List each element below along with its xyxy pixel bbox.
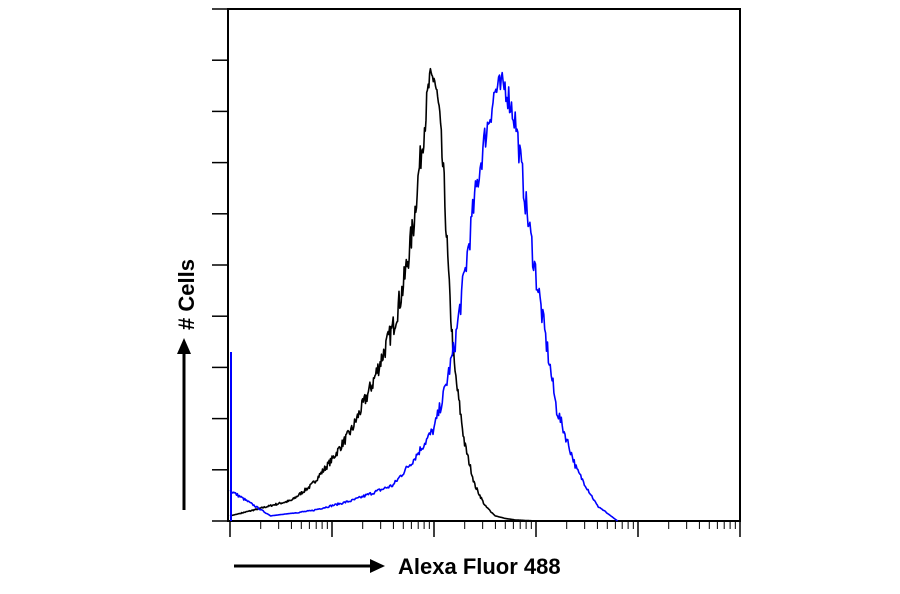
series-1-line	[229, 71, 619, 522]
x-axis-arrow-head	[370, 559, 385, 573]
x-axis-title: Alexa Fluor 488	[398, 554, 561, 579]
x-axis-ticks	[229, 521, 741, 537]
plot-frame	[227, 8, 741, 522]
y-axis-ticks	[212, 8, 228, 522]
series-layer	[229, 67, 619, 522]
y-axis-arrow-head	[177, 338, 191, 354]
y-axis-title: # Cells	[174, 259, 199, 330]
series-0-line	[229, 67, 537, 522]
